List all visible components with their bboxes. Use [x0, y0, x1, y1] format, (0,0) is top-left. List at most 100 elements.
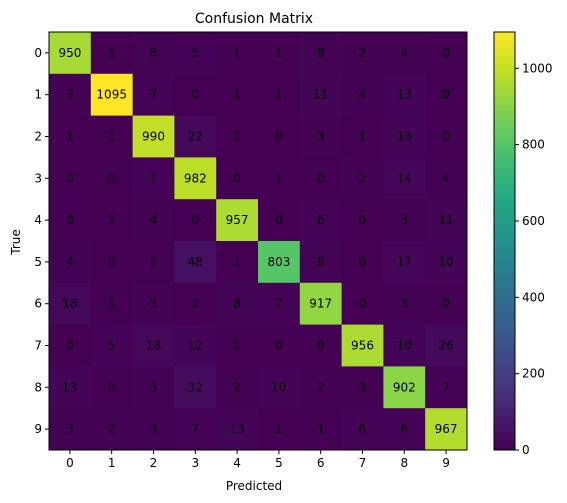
heatmap-cell-r9-c4: [216, 408, 259, 451]
cell-value-r2-c6: 3: [317, 130, 325, 144]
cell-value-r9-c3: 7: [191, 422, 199, 436]
heatmap-cell-r9-c9: [425, 408, 468, 451]
heatmap-cell-r6-c0: [49, 282, 92, 326]
cell-value-r8-c4: 2: [233, 380, 241, 394]
cell-value-r9-c9: 967: [435, 422, 458, 436]
cell-value-r3-c9: 4: [442, 171, 450, 185]
y-tick-label-7: 7: [34, 339, 42, 353]
cell-value-r1-c6: 11: [313, 88, 328, 102]
heatmap-cell-r3-c9: [425, 157, 468, 200]
y-tick-label-6: 6: [34, 297, 42, 311]
cell-value-r6-c1: 1: [108, 297, 116, 311]
heatmap-cell-r0-c5: [258, 32, 301, 75]
cell-value-r0-c6: 8: [317, 46, 325, 60]
heatmap-cell-r4-c7: [341, 199, 384, 242]
heatmap-cell-r8-c2: [132, 366, 175, 409]
colorbar-tick-label-4: 800: [522, 138, 545, 152]
x-tick-label-5: 5: [275, 456, 283, 470]
x-tick-label-4: 4: [233, 456, 241, 470]
cell-value-r2-c7: 1: [359, 130, 367, 144]
heatmap-cell-r3-c7: [341, 157, 384, 200]
cell-value-r6-c2: 3: [150, 297, 158, 311]
heatmap-cell-r3-c0: [49, 157, 92, 200]
heatmap-cell-r7-c7: [341, 324, 384, 367]
heatmap-cell-r0-c7: [341, 32, 384, 75]
heatmap-cell-r6-c1: [90, 282, 134, 326]
heatmap-cell-r5-c8: [383, 241, 426, 284]
cell-value-r8-c1: 0: [108, 380, 116, 394]
heatmap-cell-r4-c2: [132, 199, 175, 242]
heatmap-cell-r1-c8: [383, 73, 426, 117]
heatmap-cell-r6-c7: [341, 282, 384, 326]
cell-value-r0-c2: 8: [150, 46, 158, 60]
cell-value-r6-c5: 7: [275, 297, 283, 311]
cell-value-r0-c0: 950: [58, 46, 81, 60]
cell-value-r4-c2: 4: [150, 213, 158, 227]
cell-value-r3-c8: 14: [397, 171, 412, 185]
cell-value-r2-c3: 22: [188, 130, 203, 144]
colorbar-frame: [493, 31, 516, 451]
heatmap-cell-r1-c7: [341, 73, 384, 117]
heatmap-cell-r0-c4: [216, 32, 259, 75]
x-tick-label-2: 2: [150, 456, 158, 470]
heatmap-cell-r8-c8: [383, 366, 426, 409]
heatmap-cell-r1-c3: [174, 73, 217, 117]
cell-value-r2-c2: 990: [142, 130, 165, 144]
heatmap-cell-r5-c4: [216, 241, 259, 284]
cell-value-r5-c2: 1: [150, 255, 158, 269]
cell-value-r9-c2: 3: [150, 422, 158, 436]
heatmap-cell-r4-c5: [258, 199, 301, 242]
heatmap-cell-r0-c8: [383, 32, 426, 75]
cell-value-r2-c0: 1: [66, 130, 74, 144]
y-tick-label-8: 8: [34, 380, 42, 394]
colorbar: [494, 32, 515, 450]
cell-value-r1-c2: 7: [150, 88, 158, 102]
heatmap-cell-r2-c1: [90, 115, 134, 158]
heatmap-cell-r7-c2: [132, 324, 175, 367]
heatmap-cell-r7-c8: [383, 324, 426, 367]
heatmap-cell-r2-c3: [174, 115, 217, 158]
cell-value-r3-c2: 7: [150, 171, 158, 185]
heatmap-cell-r6-c4: [216, 282, 259, 326]
heatmap-cell-r9-c1: [90, 408, 134, 451]
cell-value-r9-c7: 6: [359, 422, 367, 436]
cell-value-r3-c6: 0: [317, 171, 325, 185]
cell-value-r2-c5: 0: [275, 130, 283, 144]
cell-value-r0-c1: 1: [108, 46, 116, 60]
heatmap-cell-r7-c0: [49, 324, 92, 367]
heatmap-cell-r9-c6: [299, 408, 343, 451]
heatmap-cell-r9-c2: [132, 408, 175, 451]
cell-value-r9-c0: 3: [66, 422, 74, 436]
cell-value-r9-c6: 1: [317, 422, 325, 436]
cell-value-r5-c3: 48: [188, 255, 203, 269]
cell-value-r4-c9: 11: [438, 213, 453, 227]
heatmap-cell-r6-c8: [383, 282, 426, 326]
cell-value-r9-c8: 6: [400, 422, 408, 436]
colorbar-ticks: 0 200 400 600 800 1000: [515, 61, 553, 457]
colorbar-tick-label-5: 1000: [522, 61, 553, 75]
heatmap-cell-r7-c6: [299, 324, 343, 367]
cell-value-r8-c5: 10: [271, 380, 286, 394]
y-tick-label-5: 5: [34, 255, 42, 269]
heatmap-cell-r1-c2: [132, 73, 175, 117]
heatmap-cell-r0-c1: [90, 32, 134, 75]
cell-value-r1-c1: 1095: [96, 88, 127, 102]
cell-value-r6-c4: 8: [233, 297, 241, 311]
heatmap-cell-r3-c5: [258, 157, 301, 200]
heatmap-cell-labels: 950 1 8 5 1 1 8 2 4 03 1095 7 0 1 1 11 4 13 01 1 990 22 1 0 3 1 13…: [58, 46, 457, 436]
heatmap-cell-r9-c8: [383, 408, 426, 451]
heatmap-cell-r7-c4: [216, 324, 259, 367]
cell-value-r5-c6: 8: [317, 255, 325, 269]
cell-value-r3-c1: 0: [108, 171, 116, 185]
colorbar-tick-label-3: 600: [522, 214, 545, 228]
cell-value-r1-c8: 13: [397, 88, 412, 102]
y-tick-label-3: 3: [34, 171, 42, 185]
cell-value-r2-c8: 13: [397, 130, 412, 144]
heatmap-cell-r5-c9: [425, 241, 468, 284]
heatmap-cell-r4-c1: [90, 199, 134, 242]
cell-value-r4-c6: 6: [317, 213, 325, 227]
cell-value-r5-c8: 17: [397, 255, 412, 269]
cell-value-r5-c0: 4: [66, 255, 74, 269]
y-tick-label-1: 1: [34, 88, 42, 102]
